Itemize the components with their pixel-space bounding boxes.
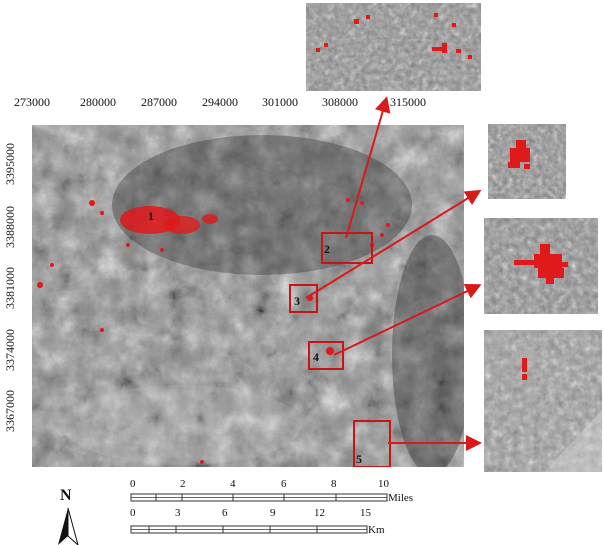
miles-tick-10: 10 bbox=[378, 478, 389, 490]
miles-tick-6: 6 bbox=[281, 478, 287, 490]
miles-tick-2: 2 bbox=[180, 478, 186, 490]
miles-tick-8: 8 bbox=[331, 478, 337, 490]
km-tick-6: 6 bbox=[222, 507, 228, 519]
area-label-3: 3 bbox=[294, 294, 300, 308]
north-arrow-icon bbox=[58, 507, 79, 545]
anomaly-clusters bbox=[37, 198, 390, 464]
area-label-1: 1 bbox=[148, 209, 154, 223]
area-box-4 bbox=[308, 341, 344, 370]
miles-scale-bar bbox=[130, 493, 388, 502]
area-label-2: 2 bbox=[324, 242, 330, 256]
x-tick-280000: 280000 bbox=[80, 95, 116, 109]
x-tick-315000: 315000 bbox=[390, 95, 426, 109]
miles-label: Miles bbox=[388, 492, 414, 504]
inset-area-4 bbox=[484, 218, 598, 314]
km-tick-0: 0 bbox=[130, 507, 136, 519]
km-tick-9: 9 bbox=[270, 507, 276, 519]
km-label: Km bbox=[368, 524, 385, 536]
km-tick-3: 3 bbox=[175, 507, 181, 519]
km-scale-bar bbox=[130, 525, 368, 534]
x-tick-294000: 294000 bbox=[202, 95, 238, 109]
x-tick-273000: 273000 bbox=[14, 95, 50, 109]
satellite-map: 1 2 3 4 5 bbox=[32, 125, 464, 467]
x-tick-287000: 287000 bbox=[141, 95, 177, 109]
x-tick-301000: 301000 bbox=[262, 95, 298, 109]
inset-area-5 bbox=[484, 330, 602, 472]
km-tick-12: 12 bbox=[314, 507, 325, 519]
area-label-4: 4 bbox=[313, 350, 319, 364]
area-box-3 bbox=[289, 284, 318, 313]
inset-area-2 bbox=[306, 3, 481, 91]
inset-area-3 bbox=[488, 124, 566, 199]
miles-tick-0: 0 bbox=[130, 478, 136, 490]
x-tick-308000: 308000 bbox=[322, 95, 358, 109]
km-tick-15: 15 bbox=[360, 507, 371, 519]
north-label: N bbox=[60, 487, 72, 504]
miles-tick-4: 4 bbox=[230, 478, 236, 490]
area-label-5: 5 bbox=[356, 452, 362, 466]
